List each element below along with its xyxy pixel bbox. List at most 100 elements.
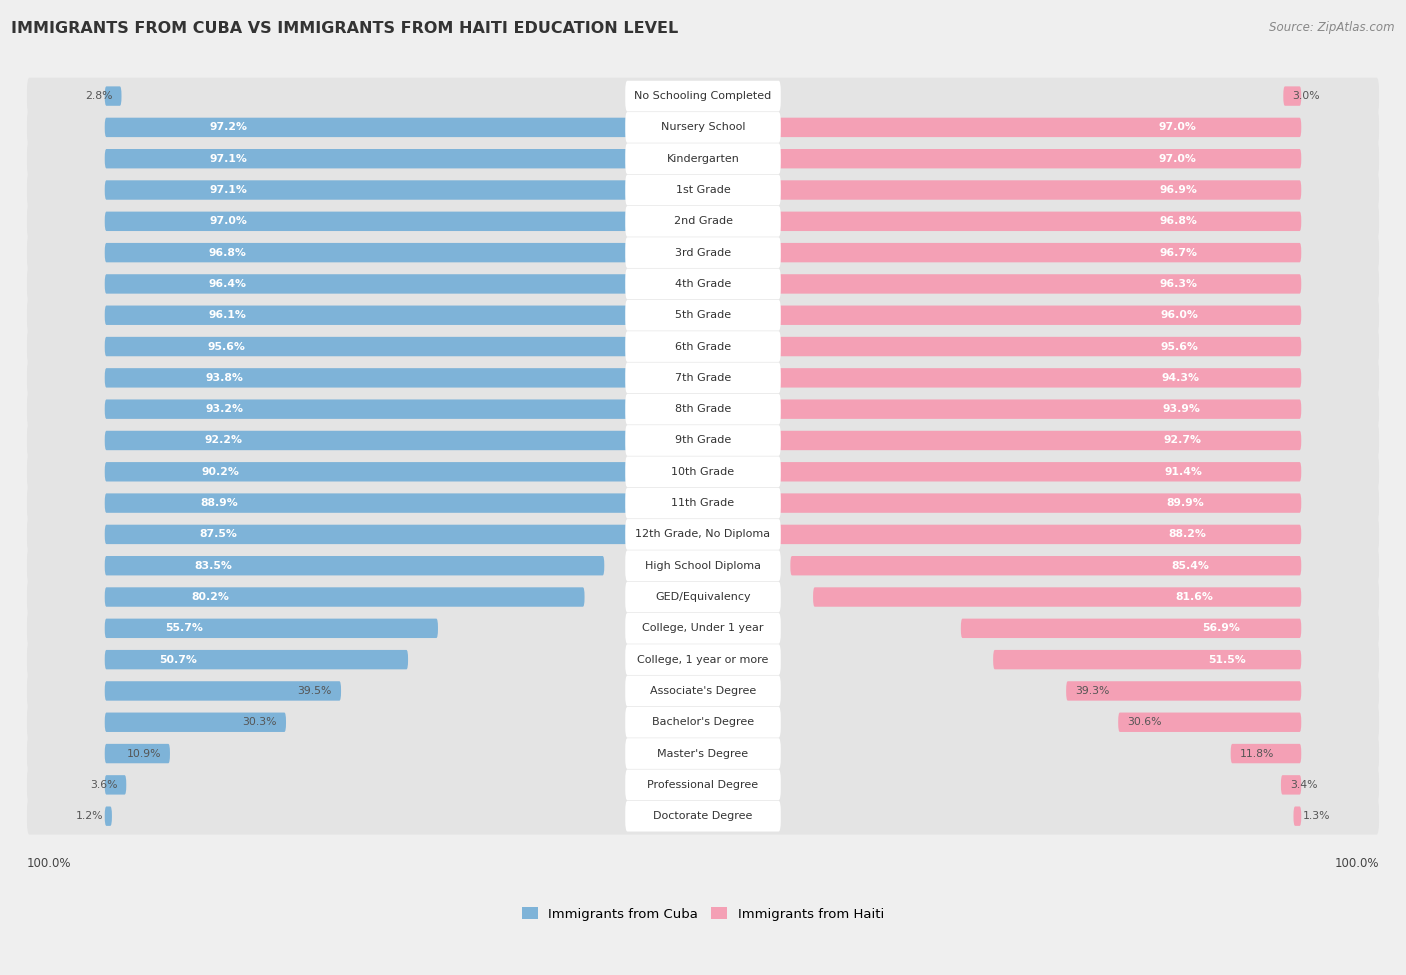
Text: 83.5%: 83.5%	[194, 561, 232, 570]
FancyBboxPatch shape	[626, 769, 780, 800]
FancyBboxPatch shape	[626, 519, 780, 550]
Text: Master's Degree: Master's Degree	[658, 749, 748, 759]
FancyBboxPatch shape	[104, 149, 686, 169]
Text: 89.9%: 89.9%	[1167, 498, 1205, 508]
Text: 97.1%: 97.1%	[209, 185, 247, 195]
Text: 2nd Grade: 2nd Grade	[673, 216, 733, 226]
Text: 96.8%: 96.8%	[1159, 216, 1197, 226]
FancyBboxPatch shape	[27, 172, 1379, 209]
Text: 30.3%: 30.3%	[243, 718, 277, 727]
FancyBboxPatch shape	[104, 525, 628, 544]
FancyBboxPatch shape	[27, 547, 1379, 584]
FancyBboxPatch shape	[27, 642, 1379, 678]
FancyBboxPatch shape	[104, 462, 644, 482]
FancyBboxPatch shape	[721, 149, 1302, 169]
Text: 88.9%: 88.9%	[201, 498, 238, 508]
FancyBboxPatch shape	[993, 650, 1302, 670]
FancyBboxPatch shape	[104, 618, 439, 638]
Text: 55.7%: 55.7%	[165, 623, 202, 634]
Text: 39.3%: 39.3%	[1076, 686, 1109, 696]
FancyBboxPatch shape	[104, 212, 685, 231]
Text: 97.2%: 97.2%	[209, 123, 247, 133]
FancyBboxPatch shape	[626, 613, 780, 644]
Legend: Immigrants from Cuba, Immigrants from Haiti: Immigrants from Cuba, Immigrants from Ha…	[516, 902, 890, 926]
FancyBboxPatch shape	[626, 237, 780, 268]
Text: High School Diploma: High School Diploma	[645, 561, 761, 570]
FancyBboxPatch shape	[27, 296, 1379, 333]
FancyBboxPatch shape	[27, 78, 1379, 114]
Text: 96.4%: 96.4%	[208, 279, 246, 289]
Text: 9th Grade: 9th Grade	[675, 436, 731, 446]
Text: 3.4%: 3.4%	[1289, 780, 1317, 790]
FancyBboxPatch shape	[763, 493, 1302, 513]
Text: 56.9%: 56.9%	[1202, 623, 1240, 634]
FancyBboxPatch shape	[626, 268, 780, 299]
Text: 88.2%: 88.2%	[1168, 529, 1206, 539]
Text: 8th Grade: 8th Grade	[675, 405, 731, 414]
Text: 1.2%: 1.2%	[76, 811, 103, 821]
FancyBboxPatch shape	[790, 556, 1302, 575]
FancyBboxPatch shape	[626, 394, 780, 424]
FancyBboxPatch shape	[626, 550, 780, 581]
Text: 4th Grade: 4th Grade	[675, 279, 731, 289]
Text: 7th Grade: 7th Grade	[675, 372, 731, 383]
FancyBboxPatch shape	[27, 766, 1379, 803]
Text: College, 1 year or more: College, 1 year or more	[637, 654, 769, 665]
Text: 96.1%: 96.1%	[208, 310, 246, 320]
Text: 97.0%: 97.0%	[209, 216, 247, 226]
FancyBboxPatch shape	[104, 118, 686, 137]
Text: 81.6%: 81.6%	[1175, 592, 1213, 602]
Text: 90.2%: 90.2%	[202, 467, 240, 477]
FancyBboxPatch shape	[747, 431, 1302, 450]
FancyBboxPatch shape	[27, 485, 1379, 522]
Text: 10.9%: 10.9%	[127, 749, 160, 759]
Text: No Schooling Completed: No Schooling Completed	[634, 91, 772, 101]
FancyBboxPatch shape	[737, 369, 1302, 388]
FancyBboxPatch shape	[27, 329, 1379, 365]
FancyBboxPatch shape	[773, 525, 1302, 544]
FancyBboxPatch shape	[740, 400, 1302, 419]
FancyBboxPatch shape	[1284, 87, 1302, 106]
FancyBboxPatch shape	[104, 274, 682, 293]
FancyBboxPatch shape	[626, 582, 780, 612]
FancyBboxPatch shape	[104, 650, 408, 670]
FancyBboxPatch shape	[626, 644, 780, 675]
Text: 96.7%: 96.7%	[1159, 248, 1197, 257]
FancyBboxPatch shape	[626, 488, 780, 519]
Text: 2.8%: 2.8%	[84, 91, 112, 101]
FancyBboxPatch shape	[721, 180, 1302, 200]
FancyBboxPatch shape	[626, 456, 780, 488]
Text: 12th Grade, No Diploma: 12th Grade, No Diploma	[636, 529, 770, 539]
Text: 11th Grade: 11th Grade	[672, 498, 734, 508]
FancyBboxPatch shape	[960, 618, 1302, 638]
Text: 97.0%: 97.0%	[1159, 154, 1197, 164]
Text: 94.3%: 94.3%	[1161, 372, 1199, 383]
FancyBboxPatch shape	[1294, 806, 1302, 826]
Text: 100.0%: 100.0%	[1334, 857, 1379, 870]
FancyBboxPatch shape	[27, 516, 1379, 553]
FancyBboxPatch shape	[27, 610, 1379, 646]
Text: Source: ZipAtlas.com: Source: ZipAtlas.com	[1270, 21, 1395, 34]
Text: 91.4%: 91.4%	[1166, 467, 1204, 477]
FancyBboxPatch shape	[27, 109, 1379, 146]
FancyBboxPatch shape	[104, 369, 666, 388]
FancyBboxPatch shape	[104, 431, 657, 450]
FancyBboxPatch shape	[27, 203, 1379, 240]
Text: 95.6%: 95.6%	[1160, 341, 1198, 352]
Text: 96.3%: 96.3%	[1160, 279, 1198, 289]
FancyBboxPatch shape	[730, 336, 1302, 356]
Text: Doctorate Degree: Doctorate Degree	[654, 811, 752, 821]
Text: 3.0%: 3.0%	[1292, 91, 1320, 101]
Text: 97.0%: 97.0%	[1159, 123, 1197, 133]
Text: 93.8%: 93.8%	[205, 372, 243, 383]
FancyBboxPatch shape	[626, 300, 780, 331]
Text: 85.4%: 85.4%	[1171, 561, 1209, 570]
FancyBboxPatch shape	[27, 798, 1379, 835]
FancyBboxPatch shape	[27, 234, 1379, 271]
Text: 1.3%: 1.3%	[1302, 811, 1330, 821]
FancyBboxPatch shape	[104, 744, 170, 763]
FancyBboxPatch shape	[27, 578, 1379, 615]
FancyBboxPatch shape	[723, 212, 1302, 231]
Text: 5th Grade: 5th Grade	[675, 310, 731, 320]
Text: GED/Equivalency: GED/Equivalency	[655, 592, 751, 602]
